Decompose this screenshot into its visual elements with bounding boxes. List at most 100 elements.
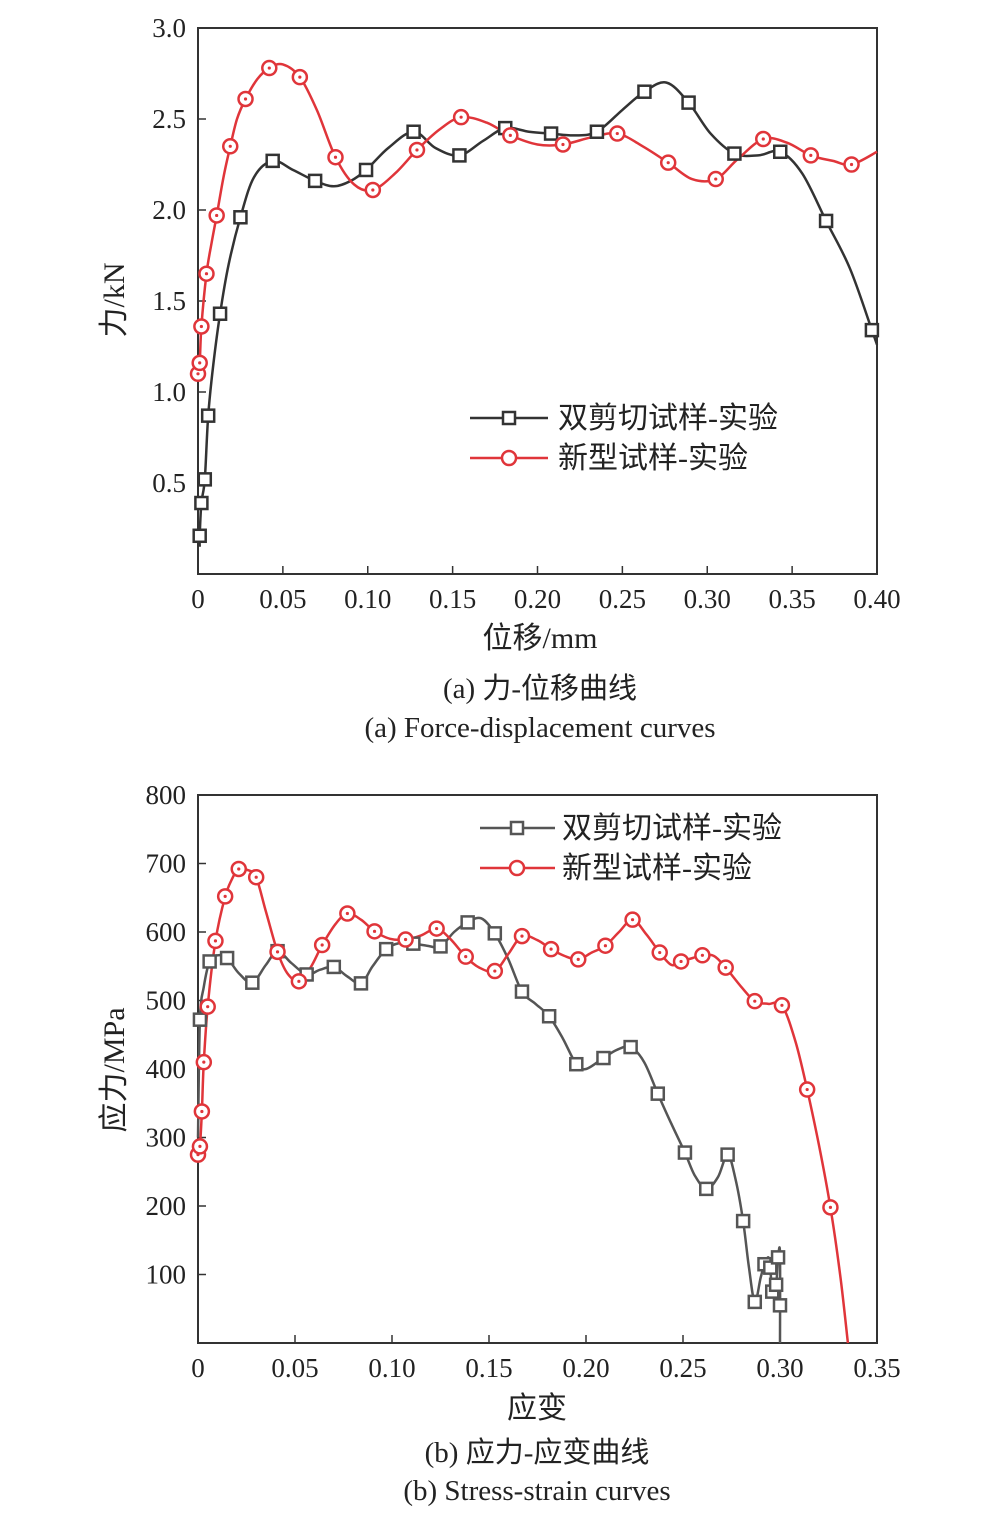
x-tick-label: 0.35 [853,1353,900,1383]
x-tick-label: 0.25 [659,1353,706,1383]
data-point-dot [198,361,202,365]
data-point-dot [237,867,241,871]
data-point-square [433,939,448,954]
data-point-dot [549,947,553,951]
data-point-square [677,1145,693,1160]
data-point-dot [415,148,419,152]
data-point-dot [464,955,468,959]
data-point-square [487,926,503,941]
data-point-square [197,472,213,487]
data-point-dot [435,926,439,931]
legend-marker-series-2-b [508,859,526,877]
data-point-square [650,1086,666,1101]
data-point-dot [215,213,219,218]
stress-strain-chart: 0 0.05 0.10 0.15 0.20 0.25 0.30 0.35 100 200 300 40… [98,780,901,1507]
data-point-dot [371,188,375,192]
x-tick-label: 0.05 [271,1353,318,1383]
data-point-dot [561,142,565,147]
y-tick-label: 600 [146,917,187,947]
data-point-dot [520,934,524,938]
y-tick-label: 0.5 [152,468,186,498]
x-tick-label: 0.25 [599,584,646,614]
y-tick-label: 400 [146,1054,187,1084]
data-point-square [307,173,323,189]
caption-en-a: (a) Force-displacement curves [364,712,715,744]
data-point-dot [213,939,218,943]
data-point-dot [228,144,232,148]
markers-b [189,860,839,1313]
x-tick-label: 0.30 [756,1353,803,1383]
data-point-dot [198,1144,202,1149]
data-point-dot [700,953,705,957]
x-tick-label: 0.10 [368,1353,415,1383]
series-line-1 [196,916,782,1344]
y-tick-label: 200 [146,1191,187,1221]
data-point-dot [809,153,813,157]
data-point-square [864,322,880,338]
data-point-dot [298,75,302,79]
data-point-square [818,213,834,229]
data-point-dot [828,1205,833,1209]
y-tick-label: 3.0 [152,13,186,43]
y-tick-label: 100 [146,1260,187,1290]
data-point-square [772,1298,788,1313]
x-tick-label: 0 [191,584,205,614]
data-point-dot [666,161,670,165]
data-point-square [623,1039,638,1055]
data-point-square [637,84,652,99]
data-point-square [353,976,369,991]
axis-ticks-b: 0 0.05 0.10 0.15 0.20 0.25 0.30 0.35 100 200 300 40… [146,780,901,1383]
data-point-dot [403,937,408,942]
legend-label-series-1-a: 双剪切试样-实验 [558,402,778,435]
y-axis-label-b: 应力/MPa [98,1007,131,1132]
data-point-dot [780,1003,784,1007]
data-point-dot [508,133,512,137]
data-point-square [192,528,207,544]
y-tick-label: 500 [146,986,187,1016]
data-point-square [772,144,788,160]
data-point-dot [372,929,377,933]
data-point-square [735,1213,751,1229]
data-point-dot [196,372,200,376]
legend-label-series-2-a: 新型试样-实验 [558,442,748,475]
caption-cn-a: (a) 力-位移曲线 [443,672,637,705]
data-point-dot [603,944,608,948]
data-point-dot [493,969,497,973]
data-point-dot [202,1060,206,1064]
x-tick-label: 0.20 [514,584,561,614]
data-point-square [720,1147,735,1162]
axis-ticks-a: 0 0.05 0.10 0.15 0.20 0.25 0.30 0.35 0.40 0.5 1.0 1… [152,13,900,614]
data-point-square [541,1009,557,1024]
legend-marker-series-1-b [509,820,525,836]
data-point-square [202,954,217,969]
data-point-dot [630,918,635,922]
data-point-dot [805,1087,809,1092]
data-point-dot [206,1005,210,1009]
x-axis-label-a: 位移/mm [482,622,597,655]
y-tick-label: 300 [146,1123,187,1153]
data-point-dot [658,950,662,955]
data-point-square [768,1277,784,1293]
data-point-square [543,126,559,141]
x-tick-label: 0 [191,1353,205,1383]
caption-en-b: (b) Stress-strain curves [403,1475,670,1507]
data-point-square [452,148,467,163]
data-point-dot [297,979,301,983]
legend-label-series-2-b: 新型试样-实验 [562,852,752,885]
x-tick-label: 0.05 [259,584,306,614]
x-tick-label: 0.40 [853,584,900,614]
data-point-dot [714,177,718,181]
data-point-dot [199,324,203,329]
data-point-square [200,408,216,423]
data-point-dot [345,911,349,916]
markers-a [189,59,880,544]
data-point-square [589,124,605,139]
y-tick-label: 1.0 [152,377,186,407]
legend-label-series-1-b: 双剪切试样-实验 [562,812,782,845]
force-displacement-chart: 0 0.05 0.10 0.15 0.20 0.25 0.30 0.35 0.40 0.5 1.0 1… [98,13,901,744]
data-point-dot [275,950,280,954]
y-tick-label: 1.5 [152,286,186,316]
x-tick-label: 0.20 [562,1353,609,1383]
data-point-dot [753,999,757,1003]
